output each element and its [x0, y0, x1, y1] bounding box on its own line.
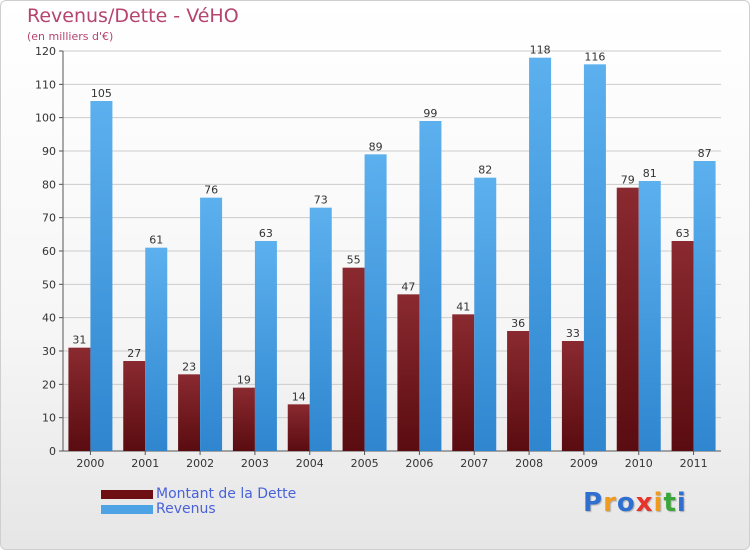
y-tick-label: 10 — [42, 412, 56, 425]
logo-letter: P — [583, 488, 604, 518]
data-label-dette: 36 — [511, 317, 525, 330]
bar-revenus — [583, 64, 606, 452]
x-tick-label: 2000 — [76, 457, 104, 470]
data-label-revenus: 76 — [204, 184, 218, 197]
x-tick-label: 2004 — [296, 457, 324, 470]
data-label-dette: 27 — [127, 347, 141, 360]
bar-dette — [232, 387, 255, 451]
data-label-dette: 19 — [237, 374, 251, 387]
data-label-dette: 41 — [456, 300, 470, 313]
proxiti-logo[interactable]: Proxiti — [583, 488, 687, 518]
bar-revenus — [529, 57, 552, 452]
chart-title: Revenus/Dette - VéHO — [27, 5, 239, 27]
y-tick-label: 40 — [42, 312, 56, 325]
y-tick-label: 120 — [35, 45, 56, 58]
bar-revenus — [309, 207, 332, 451]
data-label-revenus: 116 — [584, 50, 605, 63]
legend-swatch-revenus — [101, 505, 153, 514]
x-tick-label: 2001 — [131, 457, 159, 470]
logo-letter: t — [663, 488, 677, 518]
bar-revenus — [254, 241, 277, 451]
bar-dette — [342, 267, 365, 451]
data-label-dette: 31 — [72, 334, 86, 347]
data-label-revenus: 61 — [149, 234, 163, 247]
bar-dette — [561, 341, 584, 451]
bar-revenus — [638, 181, 661, 451]
legend-label-dette: Montant de la Dette — [156, 486, 297, 502]
data-label-revenus: 89 — [369, 140, 383, 153]
data-label-dette: 63 — [676, 227, 690, 240]
x-tick-label: 2011 — [680, 457, 708, 470]
data-label-dette: 23 — [182, 360, 196, 373]
y-tick-label: 90 — [42, 145, 56, 158]
x-tick-label: 2007 — [460, 457, 488, 470]
data-label-dette: 55 — [347, 254, 361, 267]
bar-dette — [178, 374, 201, 451]
bar-revenus — [419, 121, 442, 451]
x-tick-label: 2008 — [515, 457, 543, 470]
bar-dette — [123, 361, 146, 451]
data-label-revenus: 105 — [91, 87, 112, 100]
bar-revenus — [474, 177, 497, 451]
bar-dette — [287, 404, 310, 451]
x-tick-label: 2003 — [241, 457, 269, 470]
bar-revenus — [364, 154, 387, 452]
x-tick-label: 2002 — [186, 457, 214, 470]
data-label-revenus: 118 — [530, 44, 551, 57]
bar-dette — [671, 241, 694, 451]
logo-letter: o — [616, 488, 636, 518]
bar-dette — [616, 187, 639, 451]
y-tick-label: 80 — [42, 178, 56, 191]
data-label-revenus: 82 — [478, 164, 492, 177]
y-tick-label: 110 — [35, 78, 56, 91]
x-tick-label: 2009 — [570, 457, 598, 470]
y-tick-label: 70 — [42, 212, 56, 225]
data-label-dette: 33 — [566, 327, 580, 340]
data-label-revenus: 99 — [423, 107, 437, 120]
logo-letter: x — [635, 488, 654, 518]
y-tick-label: 30 — [42, 345, 56, 358]
bar-revenus — [693, 161, 716, 451]
data-label-dette: 47 — [401, 280, 415, 293]
data-label-revenus: 81 — [643, 167, 657, 180]
legend-swatch-dette — [101, 490, 153, 499]
y-tick-label: 100 — [35, 112, 56, 125]
logo-letter: r — [603, 488, 617, 518]
data-label-dette: 14 — [292, 390, 306, 403]
bar-dette — [452, 314, 475, 451]
bar-dette — [68, 347, 91, 451]
bar-revenus — [145, 247, 168, 451]
x-tick-label: 2006 — [405, 457, 433, 470]
bar-dette — [397, 294, 420, 451]
bar-dette — [507, 331, 530, 451]
y-tick-label: 0 — [49, 445, 56, 458]
y-tick-label: 50 — [42, 278, 56, 291]
chart-subtitle: (en milliers d'€) — [27, 30, 114, 43]
bar-revenus — [200, 197, 223, 451]
x-tick-label: 2005 — [351, 457, 379, 470]
data-label-revenus: 87 — [698, 147, 712, 160]
data-label-revenus: 73 — [314, 194, 328, 207]
data-label-dette: 79 — [621, 174, 635, 187]
logo-letter: i — [653, 488, 664, 518]
logo-letter: i — [676, 488, 687, 518]
y-tick-label: 60 — [42, 245, 56, 258]
legend-label-revenus: Revenus — [156, 501, 216, 517]
x-tick-label: 2010 — [625, 457, 653, 470]
bar-revenus — [90, 101, 113, 451]
data-label-revenus: 63 — [259, 227, 273, 240]
y-tick-label: 20 — [42, 378, 56, 391]
